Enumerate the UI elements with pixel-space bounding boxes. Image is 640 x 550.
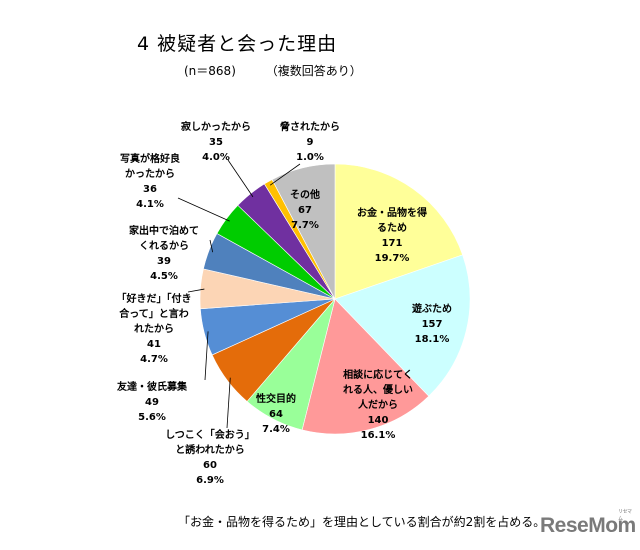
chart-subtitle: (n＝868) （複数回答あり） <box>184 62 388 79</box>
resemom-logo: ReseMom リセマム <box>540 509 636 538</box>
slice-label: しつこく「会おう」 と誘われたから 60 6.9% <box>165 430 255 486</box>
leader-line <box>227 159 254 198</box>
slice-label: 性交目的 64 7.4% <box>256 394 296 435</box>
chart-caption: 「お金・品物を得るため」を理由としている割合が約2割を占める。 <box>178 515 546 529</box>
slice-label: その他 67 7.7% <box>290 190 320 231</box>
pie-slice <box>334 254 471 397</box>
leader-line <box>177 197 230 222</box>
slice-label: 写真が格好良 かったから 36 4.1% <box>120 154 180 210</box>
slice-label: 「好きだ」「付き 合って」と言わ れたから 41 4.7% <box>116 294 192 365</box>
leader-line <box>204 331 209 381</box>
multiple-answer-note: （複数回答あり） <box>265 64 362 78</box>
chart-title: 4 被疑者と会った理由 <box>137 33 338 55</box>
slice-label: 寂しかったから 35 4.0% <box>181 122 251 163</box>
slice-label: 相談に応じてく れる人、優しい 人だから 140 16.1% <box>343 370 413 441</box>
pie-slice <box>301 298 430 435</box>
slice-label: 家出中で泊めて くれるから 39 4.5% <box>129 226 199 282</box>
pie-slice <box>334 163 463 300</box>
pie-slice <box>271 163 336 300</box>
logo-text: ReseMom <box>540 514 636 537</box>
sample-size: (n＝868) <box>184 64 236 78</box>
logo-ruby: リセマム <box>618 509 632 522</box>
leader-line <box>187 288 205 293</box>
slice-label: 脅されたから 9 1.0% <box>280 122 340 163</box>
leader-line <box>209 239 214 253</box>
slice-label: お金・品物を得 るため 171 19.7% <box>357 208 427 264</box>
leader-line <box>226 377 231 429</box>
leader-line <box>269 163 301 186</box>
slice-label: 友達・彼氏募集 49 5.6% <box>117 382 187 423</box>
slice-label: 遊ぶため 157 18.1% <box>412 304 452 345</box>
